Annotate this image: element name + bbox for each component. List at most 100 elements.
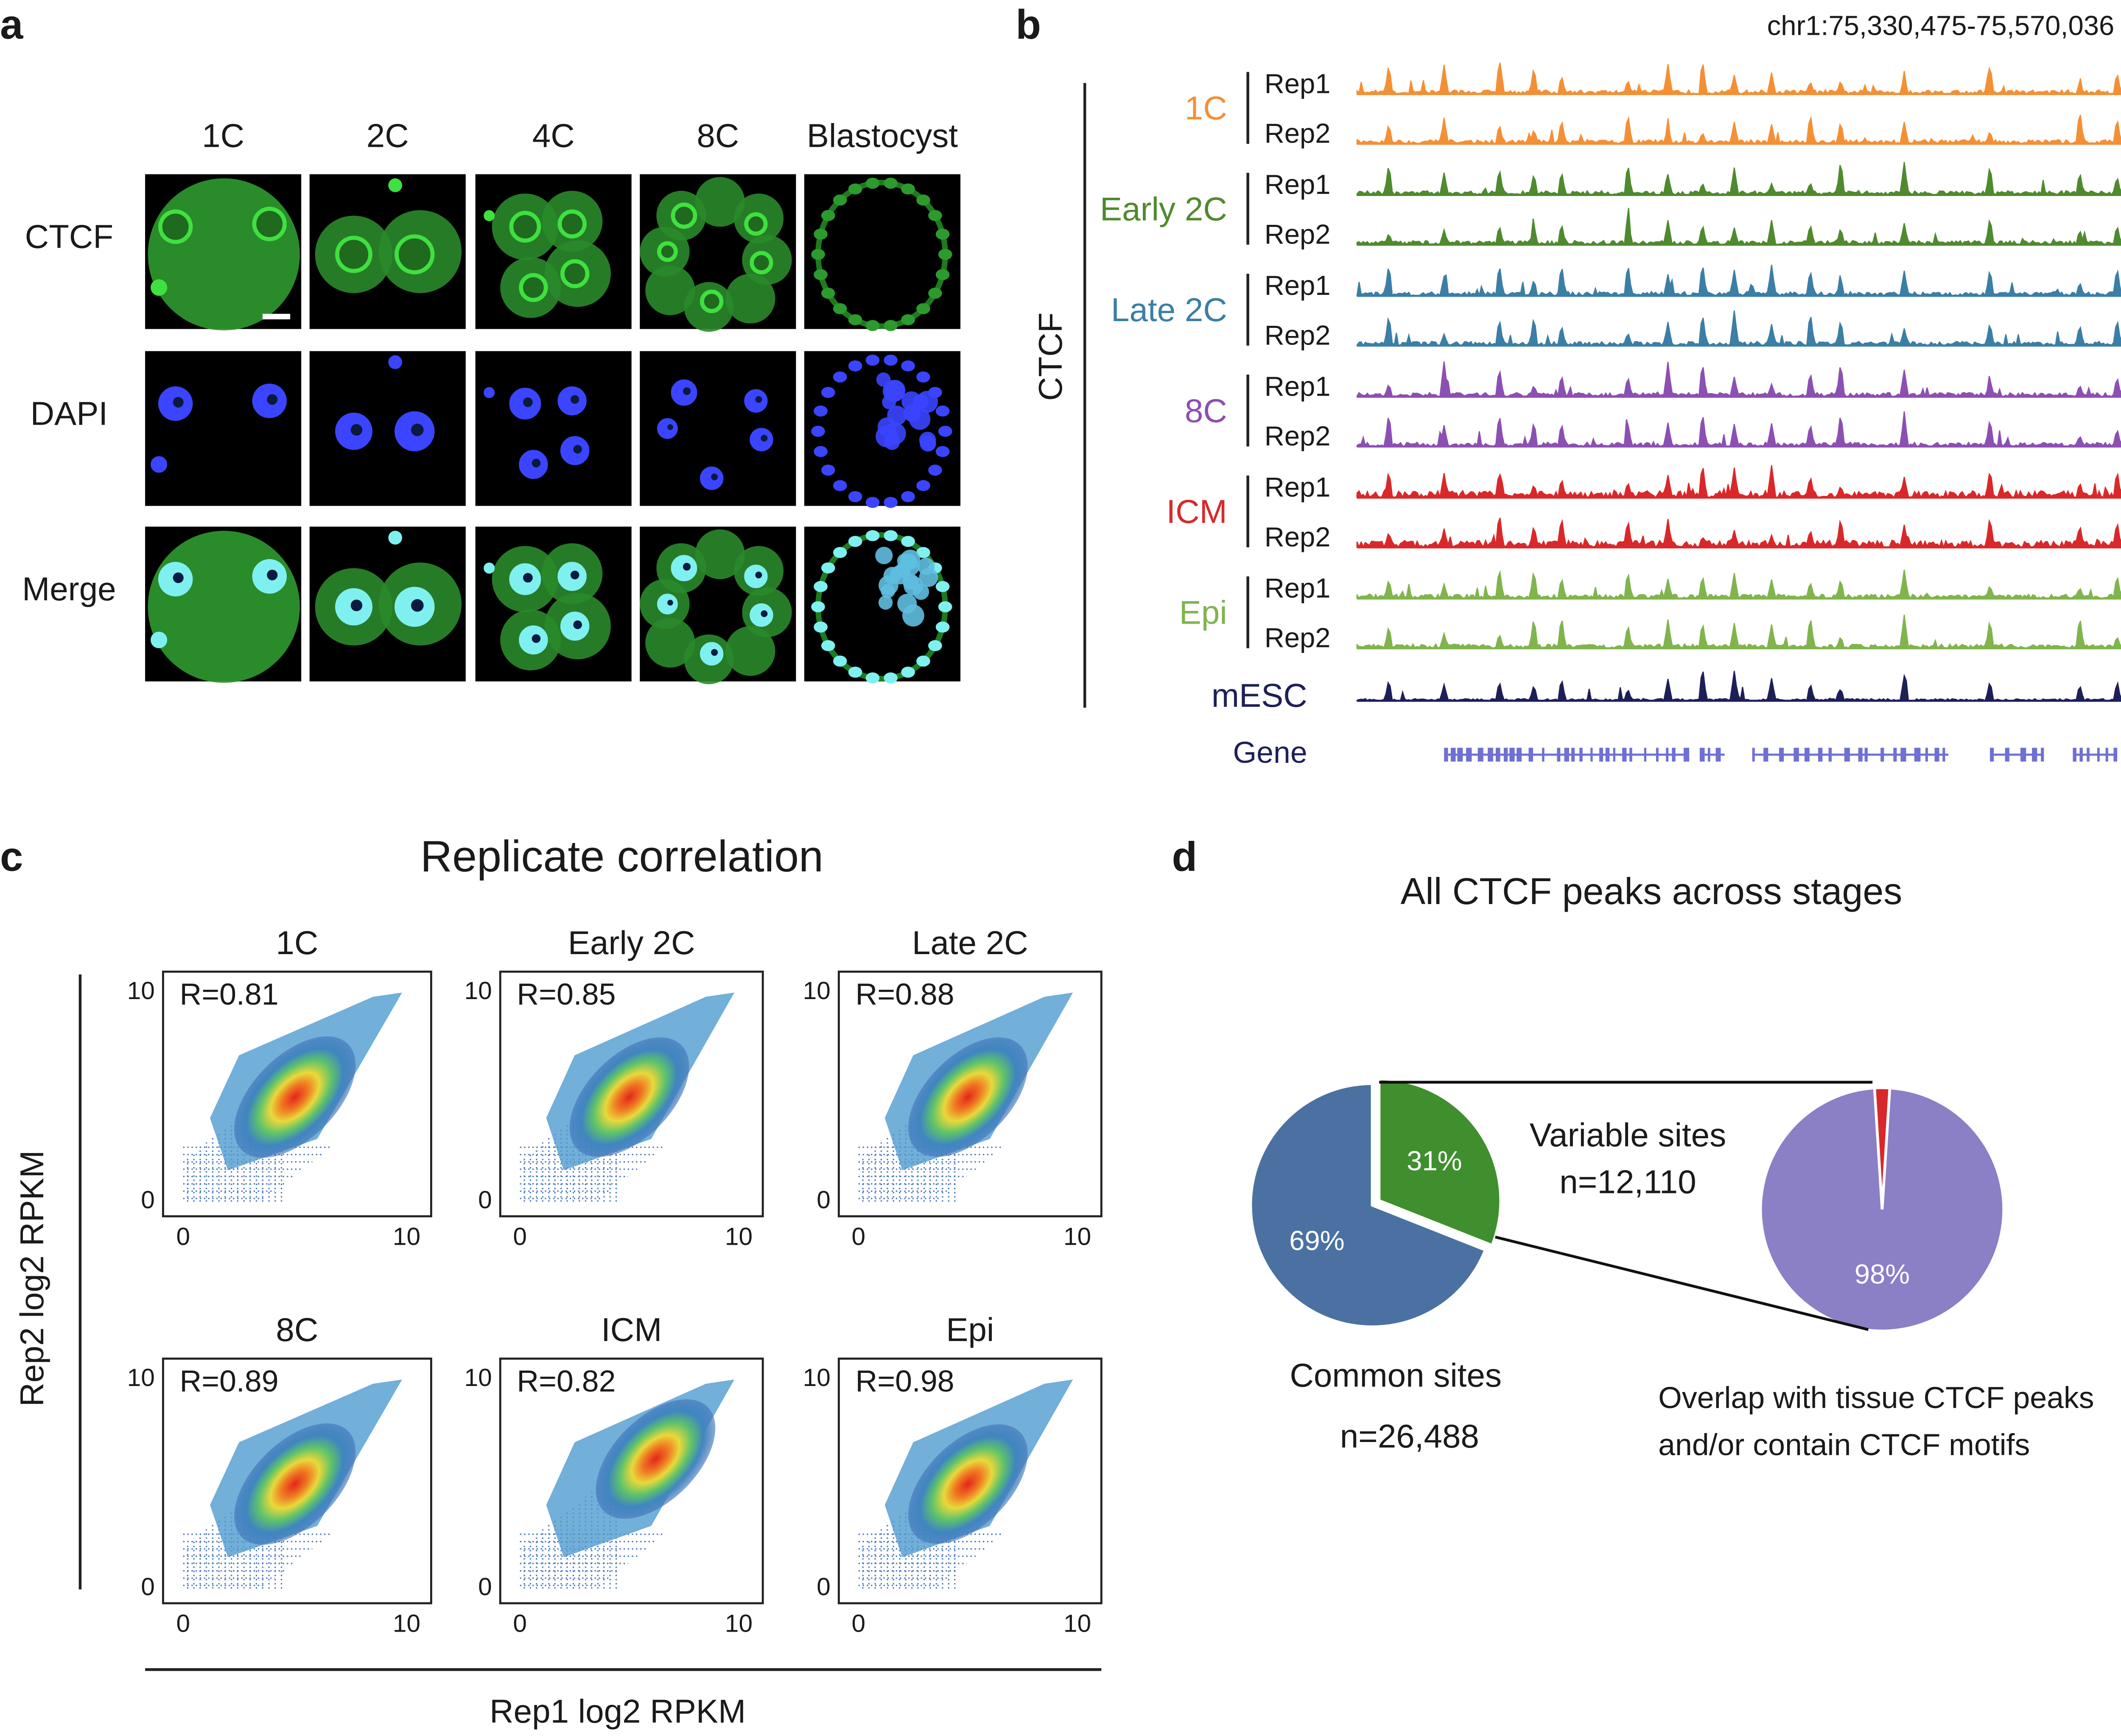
- y-tick-label: 0: [817, 1186, 831, 1214]
- micrograph: [309, 174, 466, 329]
- cell: [148, 178, 300, 330]
- correlation: R=0.98: [855, 1364, 954, 1398]
- exon: [2073, 748, 2076, 762]
- nucleolus: [532, 634, 541, 643]
- exon: [1517, 748, 1522, 762]
- y-tick-label: 0: [141, 1186, 155, 1214]
- exon: [1656, 748, 1659, 762]
- panel-label: d: [1172, 833, 1197, 879]
- micrograph: [145, 351, 302, 506]
- nucleus: [901, 666, 915, 678]
- replicate-label: Rep1: [1265, 371, 1331, 402]
- exon: [1779, 748, 1784, 762]
- nucleus: [928, 210, 942, 221]
- micrograph: [475, 526, 632, 682]
- nucleus: [700, 289, 724, 314]
- plot-frame: [499, 1358, 764, 1604]
- signal-track: [1356, 310, 2121, 347]
- locus: chr1:75,330,475-75,570,036: [1767, 10, 2115, 41]
- signal-track: [1356, 411, 2121, 448]
- column-label: 2C: [367, 117, 409, 154]
- exon: [1599, 748, 1603, 762]
- x-tick-label: 0: [176, 1610, 190, 1638]
- nucleus: [865, 497, 880, 508]
- exon: [1672, 748, 1676, 762]
- exon: [1893, 748, 1897, 762]
- replicate-label: Rep1: [1265, 169, 1331, 200]
- exon: [2079, 748, 2083, 762]
- core: [234, 1036, 356, 1158]
- nucleus: [833, 371, 847, 383]
- exon: [1564, 748, 1569, 762]
- nucleolus: [411, 599, 424, 612]
- nucleolus: [755, 396, 762, 403]
- exon: [2005, 748, 2009, 762]
- slice-label: 31%: [1407, 1145, 1462, 1176]
- exon: [1942, 748, 1945, 762]
- exon: [1444, 748, 1448, 762]
- signal-track: [1356, 518, 2121, 549]
- signal-track: [1356, 162, 2121, 196]
- nucleus: [657, 418, 678, 439]
- nucleus: [557, 209, 587, 239]
- nucleus: [916, 547, 930, 558]
- nucleus: [833, 303, 847, 314]
- nucleus: [865, 530, 880, 541]
- nucleolus: [350, 599, 363, 611]
- exon: [1644, 748, 1647, 762]
- correlation: R=0.89: [179, 1364, 278, 1398]
- exon: [1925, 748, 1928, 762]
- y-tick-label: 10: [127, 1364, 155, 1392]
- y-tick-label: 10: [464, 1364, 492, 1392]
- nucleolus: [411, 423, 424, 437]
- nucleus: [884, 177, 898, 189]
- stage-label: Epi: [1179, 594, 1227, 631]
- nucleus: [848, 536, 862, 547]
- exon: [1934, 748, 1939, 762]
- x-tick-label: 10: [393, 1223, 420, 1251]
- nucleus: [916, 655, 930, 667]
- icm-nucleus: [919, 431, 936, 449]
- icm-nucleus: [882, 380, 905, 402]
- signal-track: [1356, 115, 2121, 146]
- icm-nucleus: [897, 594, 917, 613]
- micrograph: [804, 526, 961, 684]
- exon: [1763, 748, 1768, 762]
- plot-frame: [162, 1358, 432, 1604]
- nucleus: [901, 360, 915, 372]
- exon: [1571, 748, 1575, 762]
- nucleus: [395, 234, 435, 274]
- column-label: 4C: [532, 117, 575, 154]
- x-tick-label: 10: [393, 1610, 420, 1638]
- nucleus: [865, 177, 880, 189]
- nucleus: [865, 354, 880, 366]
- panel-label: a: [0, 1, 23, 48]
- stage-label: ICM: [1166, 493, 1227, 530]
- nucleus: [814, 446, 828, 457]
- nucleus: [252, 207, 287, 241]
- nucleus: [848, 491, 862, 502]
- nucleus: [811, 601, 825, 613]
- polar-body: [484, 210, 495, 221]
- nucleus: [814, 621, 828, 633]
- replicate-label: Rep1: [1265, 68, 1331, 99]
- exon: [1613, 748, 1615, 762]
- micrograph-bg: [145, 351, 302, 506]
- nucleolus: [350, 424, 363, 436]
- exon: [1864, 748, 1868, 762]
- nucleus: [814, 228, 828, 240]
- replicate-label: Rep1: [1265, 572, 1331, 603]
- nucleus: [509, 210, 541, 243]
- nucleus: [935, 621, 950, 633]
- exon: [1708, 748, 1710, 762]
- row-label: CTCF: [25, 218, 113, 255]
- replicate-label: Rep2: [1265, 521, 1331, 552]
- slice-label: 98%: [1855, 1259, 1910, 1290]
- nucleolus: [573, 445, 582, 454]
- cell: [645, 265, 695, 315]
- y-tick-label: 10: [803, 1364, 831, 1392]
- nucleolus: [711, 649, 718, 656]
- nucleus: [560, 259, 590, 288]
- exon: [1828, 748, 1832, 762]
